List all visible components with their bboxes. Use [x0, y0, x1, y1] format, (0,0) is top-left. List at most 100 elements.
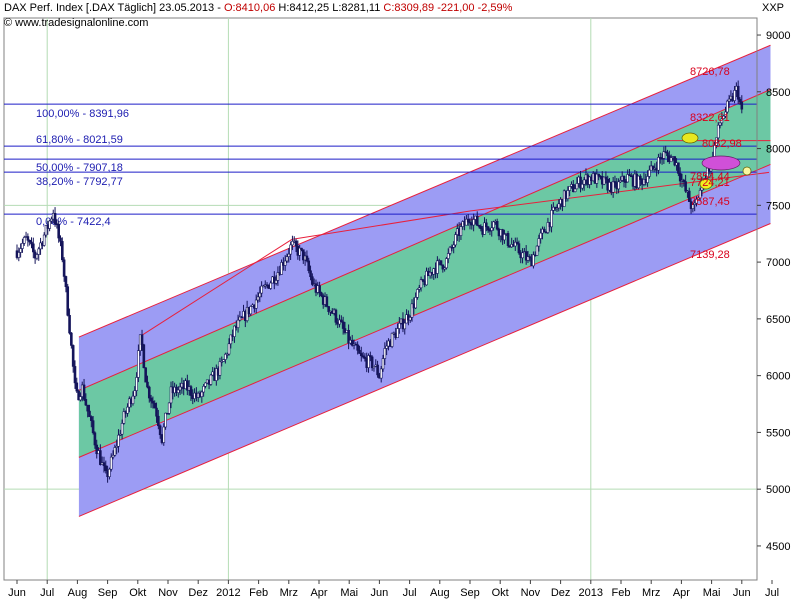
- price-bar: [70, 332, 73, 346]
- price-bar: [555, 207, 559, 210]
- fib-label: 61,80% - 8021,59: [36, 134, 123, 146]
- price-bar: [39, 242, 42, 250]
- x-tick-label: Okt: [129, 587, 146, 599]
- price-bar: [227, 343, 231, 355]
- price-bar: [262, 285, 265, 288]
- channel-value-label: 8726,78: [690, 66, 730, 78]
- x-tick-label: 2012: [216, 587, 240, 599]
- instrument-name: DAX Perf. Index [.DAX Täglich]: [4, 2, 157, 14]
- price-bar: [602, 176, 606, 185]
- x-tick-label: Aug: [68, 587, 88, 599]
- price-bar: [483, 222, 486, 235]
- price-bar: [550, 210, 553, 228]
- price-bar: [169, 386, 173, 404]
- price-bar: [269, 282, 272, 289]
- price-bar: [60, 241, 64, 261]
- price-bar: [276, 272, 280, 281]
- price-bar: [118, 433, 122, 436]
- channel-value-label: 7854,44: [690, 171, 730, 183]
- price-bar: [361, 355, 365, 358]
- price-bar: [646, 176, 649, 183]
- price-bar: [222, 359, 225, 362]
- price-bar: [137, 350, 140, 378]
- price-bar: [724, 111, 727, 117]
- y-tick-label: 6500: [766, 314, 790, 326]
- price-bar: [57, 223, 60, 239]
- y-tick-label: 5000: [766, 484, 790, 496]
- price-bar: [528, 256, 532, 259]
- price-bar: [613, 181, 617, 183]
- x-tick-label: Dez: [551, 587, 571, 599]
- outer-channel-top-line: [78, 44, 771, 338]
- y-tick-label: 5500: [766, 427, 790, 439]
- price-bar: [682, 179, 686, 182]
- symbol-label: XXP: [762, 2, 785, 14]
- price-bar: [441, 264, 445, 270]
- price-bar: [485, 222, 488, 228]
- high-value: H:8412,25: [278, 2, 330, 14]
- channel-value-label: 7587,45: [690, 196, 730, 208]
- price-bar: [475, 215, 479, 226]
- price-bar: [189, 386, 193, 396]
- inner-channel-top-line: [78, 89, 771, 391]
- channel-value-label: 7724,21: [690, 177, 730, 189]
- price-bar: [229, 334, 233, 345]
- price-bar: [35, 254, 39, 259]
- price-bar: [350, 339, 354, 346]
- marker-magenta: [701, 155, 741, 171]
- price-bar: [611, 181, 615, 193]
- price-bar: [662, 151, 666, 159]
- price-bar: [68, 315, 71, 334]
- price-bar: [446, 253, 450, 259]
- x-tick-label: Mrz: [642, 587, 660, 599]
- price-bar: [677, 162, 680, 174]
- price-bar: [21, 243, 24, 249]
- price-bar: [582, 179, 586, 185]
- price-bar: [472, 219, 475, 226]
- price-bar: [691, 204, 695, 209]
- price-bar: [720, 118, 724, 124]
- x-tick-label: Aug: [430, 587, 450, 599]
- price-bar: [166, 412, 169, 415]
- price-bar: [383, 348, 387, 359]
- price-bar: [238, 316, 242, 321]
- price-bar: [209, 374, 213, 385]
- price-bar: [673, 156, 677, 166]
- price-bar: [669, 157, 673, 163]
- price-bar: [419, 279, 423, 289]
- price-bar: [240, 316, 243, 319]
- price-bar: [513, 241, 517, 247]
- price-bar: [22, 237, 26, 244]
- source-credit: © www.tradesignalonline.com: [4, 17, 149, 29]
- price-bar: [390, 332, 394, 347]
- price-bar: [495, 221, 499, 230]
- y-tick-label: 7000: [766, 257, 790, 269]
- price-bar: [126, 406, 129, 414]
- price-bar: [285, 256, 289, 262]
- price-bar: [59, 237, 62, 242]
- price-bar: [622, 175, 626, 182]
- price-bar: [32, 243, 35, 253]
- price-bar: [443, 267, 446, 270]
- channel-value-label: 7139,28: [690, 249, 730, 261]
- price-bar: [327, 306, 330, 312]
- price-bar: [684, 181, 687, 192]
- price-bar: [77, 390, 80, 401]
- price-bar: [664, 151, 667, 154]
- price-bar: [318, 285, 321, 294]
- price-bar: [79, 396, 82, 401]
- price-bar: [135, 377, 138, 391]
- price-bar: [604, 176, 608, 180]
- price-bar: [421, 279, 425, 282]
- price-bar: [454, 234, 457, 246]
- price-bar: [436, 260, 439, 274]
- open-value: O:8410,06: [223, 2, 276, 14]
- price-bar: [236, 319, 240, 328]
- price-bar: [115, 446, 118, 448]
- price-bar: [122, 411, 126, 424]
- price-bar: [356, 344, 359, 351]
- x-tick-label: Jun: [371, 587, 389, 599]
- price-bar: [687, 190, 691, 202]
- low-value: L:8281,11: [332, 2, 381, 14]
